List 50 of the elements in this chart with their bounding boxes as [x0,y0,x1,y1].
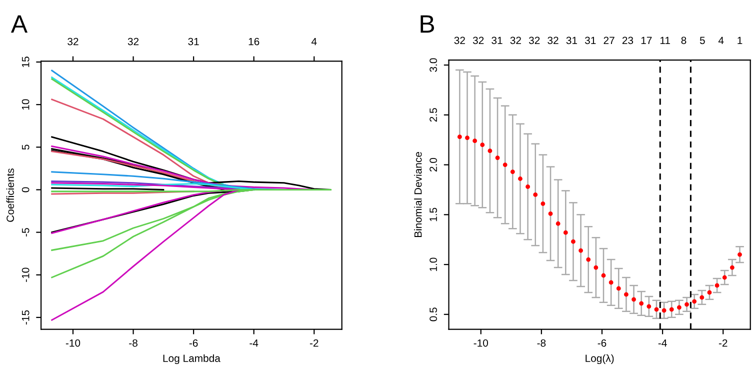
x-tick-label: -8 [537,339,546,347]
y-tick-label: 5 [22,144,30,150]
text: 31 [584,36,596,44]
text: 23 [622,36,634,44]
y-axis-title: Coefficients [6,168,14,222]
text: 4 [311,38,317,46]
y-tick-label: -15 [22,310,30,325]
y-tick-label: 1.5 [430,208,438,222]
text: 32 [548,36,558,44]
x-axis-title: Log Lambda [163,354,220,364]
x-axis-title: Log(λ) [586,354,614,364]
x-tick-label: -6 [189,339,198,347]
text: 8 [681,36,686,44]
text: 31 [566,36,578,44]
x-tick-label: -10 [474,339,488,347]
text: 31 [188,38,199,46]
y-tick-label: 1.0 [430,258,438,271]
chart-title: A [10,15,28,33]
text: 32 [128,38,139,46]
text: 32 [68,38,78,46]
text: 32 [472,36,484,44]
y-tick-label: 0.5 [430,308,438,322]
x-tick-label: -2 [310,339,318,347]
text: 1 [738,36,742,44]
y-axis-title: Binomial Deviance [414,152,422,237]
y-tick-label: 2.5 [430,108,438,122]
y-tick-label: -5 [22,228,30,236]
text: 31 [492,36,502,44]
text: 4 [718,36,724,44]
x-tick-label: -2 [718,339,728,347]
text: 32 [510,36,521,44]
x-tick-label: -4 [250,339,258,347]
text: 16 [248,38,260,46]
y-tick-label: 0 [22,187,30,192]
text: 11 [660,36,670,44]
text: 17 [641,36,652,44]
x-tick-label: -10 [66,339,80,347]
chart-title: B [420,15,434,33]
x-tick-label: -6 [598,339,606,347]
y-tick-label: 3.0 [430,58,438,72]
x-tick-label: -4 [658,339,667,347]
text: 27 [604,36,614,44]
y-tick-label: 2.0 [430,158,438,172]
text: 5 [700,36,705,44]
x-tick-label: -8 [129,339,138,347]
y-tick-label: -10 [22,268,30,282]
text: 32 [454,36,465,44]
y-tick-label: 15 [22,56,30,68]
text: 32 [528,36,540,44]
y-tick-label: 10 [22,99,30,110]
